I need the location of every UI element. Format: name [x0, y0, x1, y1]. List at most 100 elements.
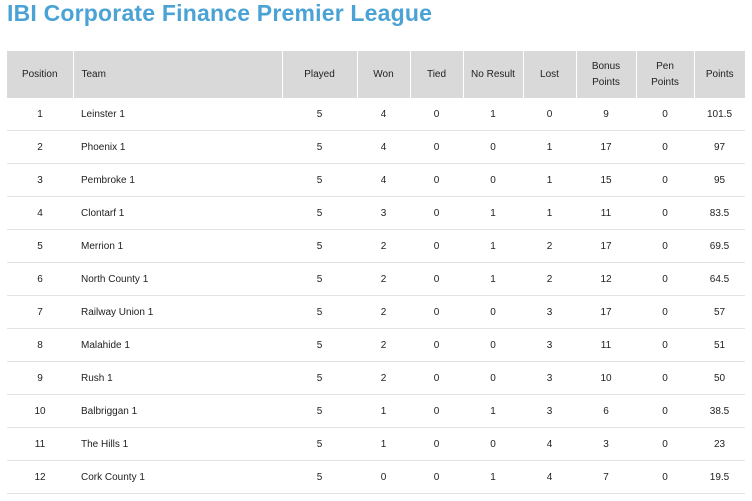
cell-tied: 0 — [410, 130, 463, 164]
cell-bonus-points: 7 — [576, 460, 636, 494]
header-lost[interactable]: Lost — [523, 51, 577, 98]
cell-team: Clontarf 1 — [73, 196, 282, 230]
header-bonus-line1: Bonus — [591, 60, 621, 72]
header-points[interactable]: Points — [694, 51, 745, 98]
cell-team: Rush 1 — [73, 361, 282, 395]
cell-played: 5 — [282, 394, 357, 428]
cell-position: 12 — [7, 460, 73, 494]
cell-bonus-points: 11 — [576, 328, 636, 362]
cell-lost: 4 — [523, 427, 576, 461]
cell-points: 57 — [694, 295, 745, 329]
cell-tied: 0 — [410, 98, 463, 131]
cell-no-result: 0 — [463, 361, 523, 395]
cell-position: 3 — [7, 163, 73, 197]
cell-points: 38.5 — [694, 394, 745, 428]
cell-pen-points: 0 — [636, 394, 694, 428]
table-row: 1 Leinster 1 5 4 0 1 0 9 0 101.5 — [7, 98, 745, 131]
cell-pen-points: 0 — [636, 130, 694, 164]
cell-position: 7 — [7, 295, 73, 329]
cell-bonus-points: 17 — [576, 295, 636, 329]
cell-position: 9 — [7, 361, 73, 395]
cell-tied: 0 — [410, 163, 463, 197]
header-bonus-points[interactable]: Bonus Points — [576, 51, 637, 98]
cell-won: 4 — [357, 163, 410, 197]
cell-won: 2 — [357, 328, 410, 362]
cell-team: Pembroke 1 — [73, 163, 282, 197]
cell-no-result: 1 — [463, 196, 523, 230]
cell-pen-points: 0 — [636, 427, 694, 461]
cell-tied: 0 — [410, 427, 463, 461]
table-header: Position Team Played Won Tied No Result … — [7, 51, 745, 98]
table-body: 1 Leinster 1 5 4 0 1 0 9 0 101.5 2 Phoen… — [7, 98, 745, 494]
cell-played: 5 — [282, 328, 357, 362]
header-no-result[interactable]: No Result — [463, 51, 524, 98]
cell-no-result: 0 — [463, 328, 523, 362]
cell-won: 4 — [357, 130, 410, 164]
header-team[interactable]: Team — [73, 51, 283, 98]
header-tied[interactable]: Tied — [410, 51, 464, 98]
cell-lost: 3 — [523, 361, 576, 395]
cell-team: Phoenix 1 — [73, 130, 282, 164]
cell-tied: 0 — [410, 394, 463, 428]
cell-won: 4 — [357, 98, 410, 131]
cell-played: 5 — [282, 130, 357, 164]
cell-tied: 0 — [410, 262, 463, 296]
header-pen-points[interactable]: Pen Points — [636, 51, 695, 98]
cell-tied: 0 — [410, 460, 463, 494]
cell-lost: 3 — [523, 394, 576, 428]
cell-pen-points: 0 — [636, 262, 694, 296]
cell-no-result: 0 — [463, 295, 523, 329]
page-title: IBI Corporate Finance Premier League — [7, 0, 433, 26]
cell-points: 69.5 — [694, 229, 745, 263]
cell-bonus-points: 10 — [576, 361, 636, 395]
cell-lost: 2 — [523, 262, 576, 296]
cell-no-result: 0 — [463, 163, 523, 197]
cell-points: 19.5 — [694, 460, 745, 494]
cell-position: 6 — [7, 262, 73, 296]
cell-won: 2 — [357, 262, 410, 296]
cell-points: 83.5 — [694, 196, 745, 230]
table-row: 12 Cork County 1 5 0 0 1 4 7 0 19.5 — [7, 460, 745, 494]
cell-won: 1 — [357, 394, 410, 428]
cell-lost: 4 — [523, 460, 576, 494]
cell-bonus-points: 11 — [576, 196, 636, 230]
cell-tied: 0 — [410, 196, 463, 230]
cell-played: 5 — [282, 460, 357, 494]
cell-points: 51 — [694, 328, 745, 362]
cell-won: 2 — [357, 229, 410, 263]
cell-bonus-points: 17 — [576, 130, 636, 164]
header-pen-line1: Pen — [656, 60, 674, 72]
cell-pen-points: 0 — [636, 98, 694, 131]
table-row: 2 Phoenix 1 5 4 0 0 1 17 0 97 — [7, 130, 745, 164]
cell-bonus-points: 6 — [576, 394, 636, 428]
cell-played: 5 — [282, 196, 357, 230]
header-won[interactable]: Won — [357, 51, 411, 98]
cell-team: Balbriggan 1 — [73, 394, 282, 428]
cell-position: 5 — [7, 229, 73, 263]
header-position[interactable]: Position — [7, 51, 74, 98]
cell-no-result: 1 — [463, 394, 523, 428]
cell-team: Leinster 1 — [73, 98, 282, 131]
cell-position: 10 — [7, 394, 73, 428]
cell-lost: 3 — [523, 328, 576, 362]
cell-pen-points: 0 — [636, 460, 694, 494]
cell-bonus-points: 15 — [576, 163, 636, 197]
league-table: Position Team Played Won Tied No Result … — [7, 51, 745, 494]
cell-pen-points: 0 — [636, 229, 694, 263]
table-row: 7 Railway Union 1 5 2 0 0 3 17 0 57 — [7, 295, 745, 329]
cell-played: 5 — [282, 163, 357, 197]
cell-played: 5 — [282, 98, 357, 131]
cell-position: 11 — [7, 427, 73, 461]
cell-position: 2 — [7, 130, 73, 164]
table-row: 10 Balbriggan 1 5 1 0 1 3 6 0 38.5 — [7, 394, 745, 428]
table-row: 8 Malahide 1 5 2 0 0 3 11 0 51 — [7, 328, 745, 362]
cell-no-result: 1 — [463, 262, 523, 296]
header-played[interactable]: Played — [282, 51, 358, 98]
table-row: 11 The Hills 1 5 1 0 0 4 3 0 23 — [7, 427, 745, 461]
cell-lost: 1 — [523, 196, 576, 230]
cell-team: Malahide 1 — [73, 328, 282, 362]
cell-no-result: 1 — [463, 229, 523, 263]
cell-points: 95 — [694, 163, 745, 197]
cell-tied: 0 — [410, 295, 463, 329]
table-row: 4 Clontarf 1 5 3 0 1 1 11 0 83.5 — [7, 196, 745, 230]
